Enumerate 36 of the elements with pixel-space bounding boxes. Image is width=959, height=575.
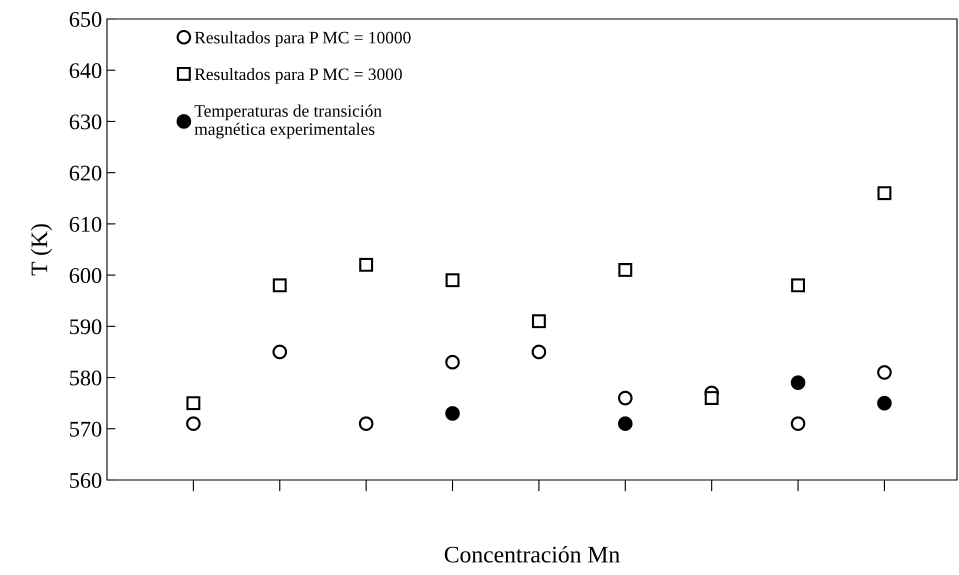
point xyxy=(790,375,806,390)
point xyxy=(618,416,633,431)
y-tick-label: 600 xyxy=(70,268,102,284)
y-tick-label: 560 xyxy=(70,472,102,488)
point xyxy=(791,278,806,292)
point xyxy=(359,258,374,272)
y-tick-label: 590 xyxy=(70,319,102,334)
y-tick-label: 610 xyxy=(70,216,102,232)
point xyxy=(272,344,288,360)
point xyxy=(532,344,546,360)
point xyxy=(272,278,287,292)
y-tick-label: 630 xyxy=(70,114,102,130)
legend-label: Temperaturas de transición magnética experimentales xyxy=(194,104,382,139)
x-axis-title: Concentración Mn xyxy=(444,546,620,563)
y-tick-label: 570 xyxy=(70,422,102,437)
point xyxy=(186,396,200,410)
legend-label: Resultados para P MC = 3000 xyxy=(194,68,402,84)
y-axis-title: T (K) xyxy=(30,224,52,276)
point xyxy=(877,186,892,200)
point xyxy=(618,390,633,406)
point xyxy=(877,365,892,380)
point xyxy=(445,406,460,421)
legend-label: Resultados para P MC = 10000 xyxy=(194,31,411,48)
point xyxy=(445,354,460,370)
point xyxy=(358,416,374,431)
point xyxy=(186,416,201,431)
point xyxy=(618,263,632,277)
point xyxy=(877,396,892,410)
y-tick-label: 650 xyxy=(70,12,102,27)
y-tick-label: 620 xyxy=(70,166,102,181)
y-tick-label: 580 xyxy=(70,370,102,386)
y-tick-label: 640 xyxy=(70,63,102,78)
point xyxy=(704,391,719,405)
point xyxy=(532,314,546,328)
point xyxy=(446,273,460,288)
point xyxy=(790,416,806,431)
